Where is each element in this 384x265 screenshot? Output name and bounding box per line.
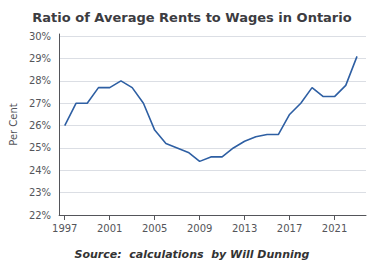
svg-text:2017: 2017 — [277, 223, 302, 234]
svg-text:1997: 1997 — [52, 223, 77, 234]
svg-text:Ratio of Average Rents to Wage: Ratio of Average Rents to Wages in Ontar… — [32, 10, 351, 25]
svg-text:27%: 27% — [29, 98, 51, 109]
svg-text:2001: 2001 — [97, 223, 122, 234]
svg-text:30%: 30% — [29, 31, 51, 42]
svg-text:24%: 24% — [29, 165, 51, 176]
svg-text:22%: 22% — [29, 210, 51, 221]
svg-text:Per Cent: Per Cent — [8, 103, 19, 146]
svg-text:2005: 2005 — [142, 223, 167, 234]
svg-text:2021: 2021 — [322, 223, 347, 234]
svg-text:29%: 29% — [29, 53, 51, 64]
svg-text:Source: calculations by Will: Source: calculations by Will Dunning — [75, 248, 310, 261]
svg-text:28%: 28% — [29, 75, 51, 86]
svg-text:2013: 2013 — [232, 223, 257, 234]
svg-text:23%: 23% — [29, 187, 51, 198]
svg-text:25%: 25% — [29, 142, 51, 153]
svg-text:26%: 26% — [29, 120, 51, 131]
svg-text:2009: 2009 — [187, 223, 212, 234]
